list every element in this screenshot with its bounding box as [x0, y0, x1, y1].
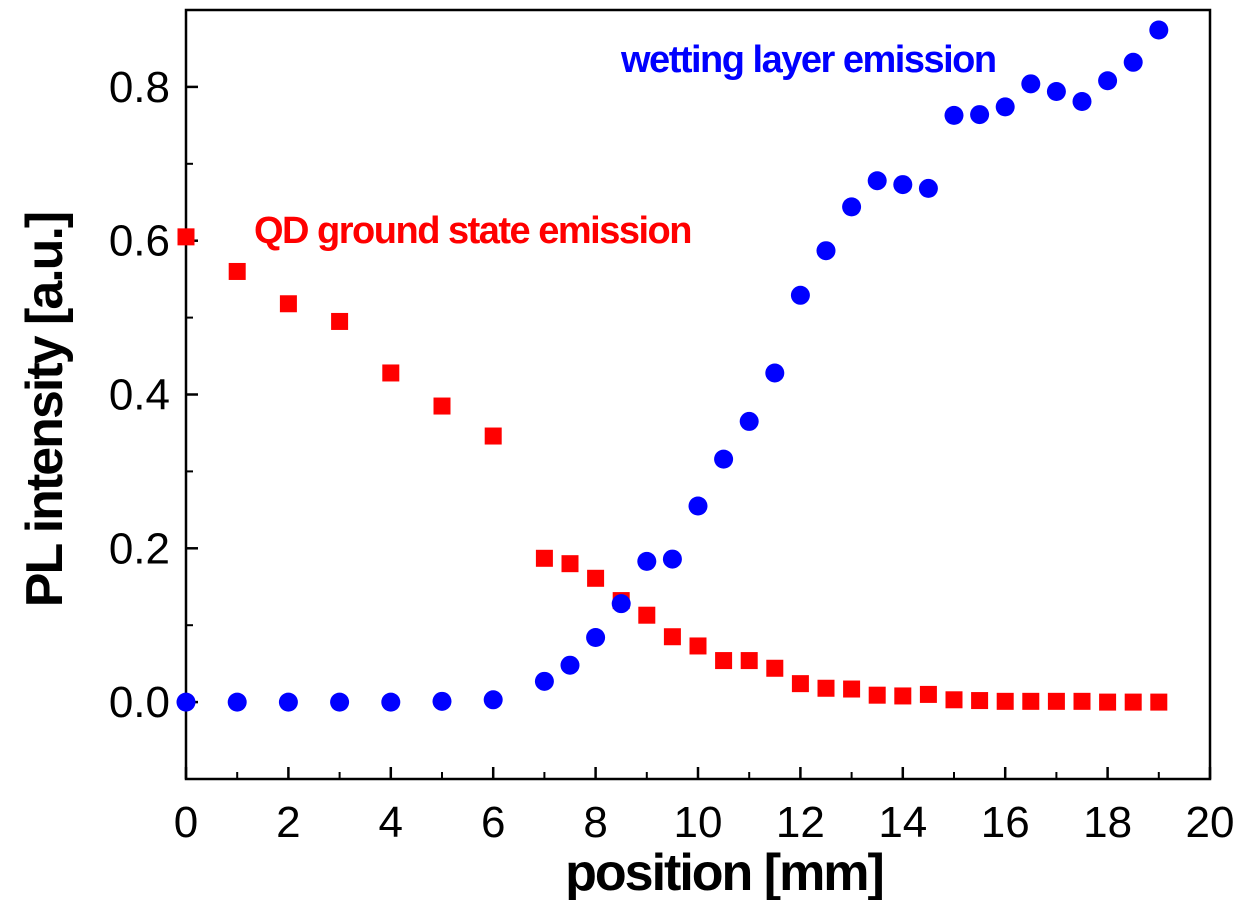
x-tick-label: 20	[1186, 798, 1235, 847]
data-point-qd	[279, 295, 297, 313]
data-point-wl	[586, 628, 606, 648]
data-point-qd	[791, 675, 809, 693]
data-point-wl	[637, 551, 657, 571]
data-point-qd	[1124, 693, 1142, 711]
x-tick-label: 10	[674, 798, 723, 847]
data-point-qd	[919, 685, 937, 703]
data-point-qd	[1022, 692, 1040, 710]
data-point-qd	[1073, 692, 1091, 710]
x-tick-label: 18	[1083, 798, 1132, 847]
x-axis-title: position [mm]	[565, 844, 883, 900]
data-point-wl	[432, 691, 452, 711]
y-tick-label: 0.4	[109, 371, 170, 420]
data-point-wl	[1046, 82, 1066, 102]
data-point-wl	[278, 692, 298, 712]
data-point-qd	[638, 606, 656, 624]
data-point-wl	[227, 692, 247, 712]
data-point-wl	[1021, 74, 1041, 94]
data-point-wl	[944, 105, 964, 125]
data-point-qd	[740, 652, 758, 670]
data-point-qd	[433, 397, 451, 415]
x-tick-label: 12	[776, 798, 825, 847]
data-point-wl	[970, 105, 990, 125]
data-point-wl	[611, 594, 631, 614]
data-point-qd	[843, 680, 861, 698]
data-point-wl	[381, 692, 401, 712]
annotation-qd-ground-state: QD ground state emission	[254, 210, 691, 252]
data-point-qd	[535, 549, 553, 567]
data-point-wl	[1149, 20, 1169, 40]
x-tick-label: 0	[174, 798, 198, 847]
data-point-wl	[816, 241, 836, 261]
y-axis: 0.0 0.2 0.4 0.6 0.8	[109, 9, 198, 727]
data-point-qd	[868, 686, 886, 704]
data-point-wl	[176, 692, 196, 712]
data-point-wl	[790, 285, 810, 305]
annotation-wetting-layer: wetting layer emission	[620, 39, 996, 81]
y-axis-title: PL intensity [a.u.]	[16, 213, 74, 607]
data-point-wl	[842, 197, 862, 217]
series-wetting-layer	[176, 20, 1169, 712]
data-point-qd	[561, 555, 579, 573]
data-point-qd	[382, 364, 400, 382]
data-point-wl	[1123, 52, 1143, 72]
series-qd-ground-state	[177, 228, 1168, 711]
data-point-qd	[1047, 692, 1065, 710]
data-point-qd	[715, 652, 733, 670]
x-tick-label: 14	[878, 798, 927, 847]
data-point-wl	[1098, 71, 1118, 91]
data-point-qd	[1099, 693, 1117, 711]
data-point-wl	[739, 411, 759, 431]
data-point-qd	[587, 569, 605, 587]
x-tick-label: 16	[981, 798, 1030, 847]
y-tick-label: 0.8	[109, 63, 170, 112]
data-point-qd	[894, 687, 912, 705]
data-point-wl	[714, 449, 734, 469]
data-point-wl	[560, 655, 580, 675]
y-tick-label: 0.6	[109, 217, 170, 266]
x-tick-label: 6	[481, 798, 505, 847]
y-tick-label: 0.2	[109, 524, 170, 573]
x-tick-label: 2	[276, 798, 300, 847]
plot-frame	[184, 8, 1212, 781]
y-tick-label: 0.0	[109, 678, 170, 727]
data-point-wl	[662, 549, 682, 569]
data-point-wl	[534, 671, 554, 691]
data-point-qd	[663, 628, 681, 646]
data-point-wl	[765, 363, 785, 383]
data-point-qd	[945, 691, 963, 709]
x-axis: 0 2 4 6 8 10 12 14 16 18 20	[174, 767, 1235, 847]
data-point-qd	[484, 427, 502, 445]
data-point-qd	[996, 692, 1014, 710]
data-point-qd	[228, 262, 246, 280]
data-point-wl	[1072, 92, 1092, 112]
data-point-qd	[331, 312, 349, 330]
data-point-qd	[971, 692, 989, 710]
data-point-qd	[177, 228, 195, 246]
data-point-qd	[689, 637, 707, 655]
data-point-wl	[893, 175, 913, 195]
data-point-qd	[1150, 693, 1168, 711]
data-point-wl	[995, 97, 1015, 117]
data-point-wl	[330, 692, 350, 712]
data-point-wl	[483, 690, 503, 710]
data-point-wl	[688, 496, 708, 516]
x-tick-label: 8	[583, 798, 607, 847]
x-tick-label: 4	[379, 798, 403, 847]
data-point-wl	[867, 171, 887, 191]
data-point-qd	[766, 659, 784, 677]
data-point-wl	[918, 178, 938, 198]
data-point-qd	[817, 679, 835, 697]
